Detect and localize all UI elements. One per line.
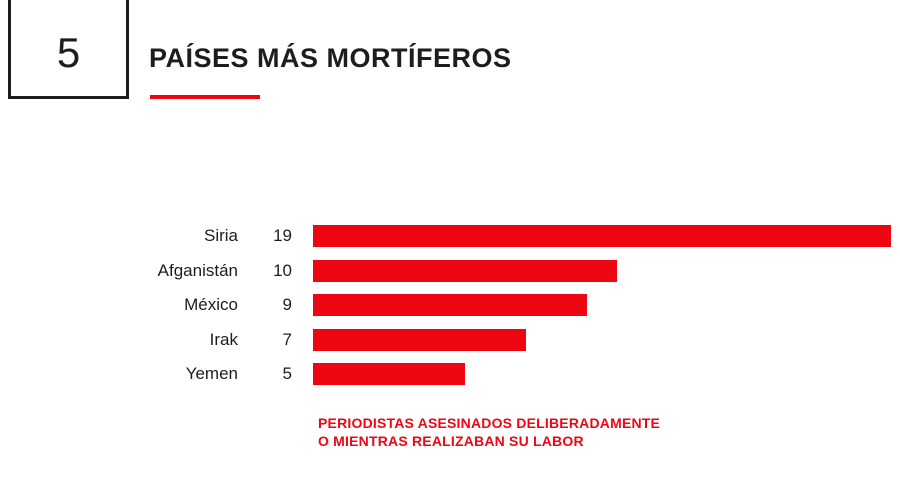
category-label: México — [184, 295, 238, 315]
value-label: 19 — [273, 226, 292, 246]
value-label: 5 — [282, 364, 292, 384]
chart-caption-line1: PERIODISTAS ASESINADOS DELIBERADAMENTE — [318, 415, 661, 431]
title-underline-rule — [150, 95, 260, 99]
chart-row: Yemen 5 — [0, 357, 900, 392]
chart-caption-line2: O MIENTRAS REALIZABAN SU LABOR — [318, 433, 584, 449]
bar-chart: Siria 19 Afganistán 10 México 9 Irak 7 Y… — [0, 219, 900, 392]
page-title: PAÍSES MÁS MORTÍFEROS — [149, 43, 512, 73]
chart-row: Afganistán 10 — [0, 254, 900, 289]
chart-row: Irak 7 — [0, 323, 900, 358]
section-number: 5 — [56, 29, 81, 76]
bar-yemen — [313, 363, 465, 386]
chart-row: Siria 19 — [0, 219, 900, 254]
bar-mexico — [313, 294, 587, 317]
chart-caption: PERIODISTAS ASESINADOS DELIBERADAMENTE O… — [318, 414, 660, 450]
value-label: 9 — [282, 295, 292, 315]
category-label: Siria — [203, 226, 238, 246]
chart-row: México 9 — [0, 288, 900, 323]
category-label: Yemen — [185, 364, 238, 384]
section-number-box: 5 — [8, 0, 129, 99]
category-label: Irak — [209, 329, 238, 349]
value-label: 10 — [273, 260, 292, 280]
bar-irak — [313, 328, 526, 351]
bar-afganistan — [313, 259, 617, 282]
bar-siria — [313, 225, 891, 248]
value-label: 7 — [282, 329, 292, 349]
category-label: Afganistán — [157, 260, 238, 280]
